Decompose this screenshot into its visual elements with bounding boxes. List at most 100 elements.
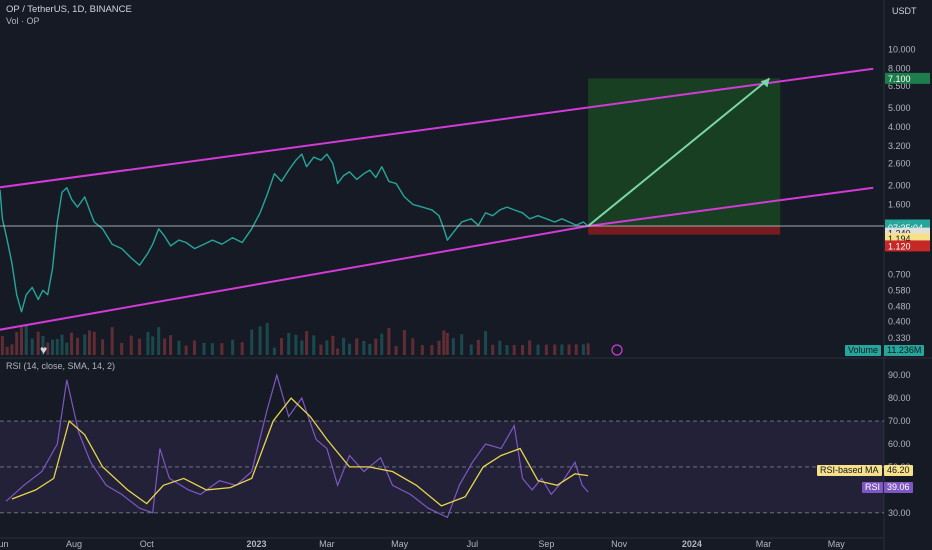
rsi-tick-label: 60.00 <box>888 439 911 449</box>
volume-bar <box>19 324 23 355</box>
volume-bar <box>586 343 590 355</box>
volume-bar <box>430 345 434 355</box>
stop-zone <box>588 226 781 235</box>
price-tick-label: 5.000 <box>888 103 911 113</box>
price-tick-label: 0.700 <box>888 269 911 279</box>
channel-line <box>0 225 589 331</box>
price-tick-label: 3.200 <box>888 141 911 151</box>
volume-bar <box>70 332 74 355</box>
volume-bar <box>41 335 45 355</box>
time-tick-label: Oct <box>140 539 155 549</box>
time-tick-label: Jun <box>0 539 8 549</box>
volume-bar <box>157 327 161 355</box>
time-tick-label: Sep <box>538 539 554 549</box>
volume-bar <box>101 339 105 355</box>
time-tick-label: Mar <box>319 539 335 549</box>
volume-bar <box>312 335 316 355</box>
time-tick-label: May <box>828 539 846 549</box>
volume-bar <box>484 331 488 355</box>
tradingview-logo-icon: ♥ <box>40 343 47 357</box>
volume-bar <box>380 333 384 355</box>
volume-bar <box>445 332 449 355</box>
volume-bar <box>476 339 480 355</box>
price-tick-label: 1.600 <box>888 199 911 209</box>
volume-bar <box>24 324 28 355</box>
volume-bar <box>220 343 224 355</box>
price-axis-background <box>884 0 932 550</box>
rsi-tick-label: 80.00 <box>888 393 911 403</box>
volume-bar <box>146 331 150 355</box>
volume-bar <box>36 331 40 355</box>
volume-bar <box>536 344 540 355</box>
volume-bar <box>469 344 473 355</box>
rsi-tick-label: 30.00 <box>888 508 911 518</box>
volume-bar <box>177 340 181 355</box>
currency-label[interactable]: USDT <box>892 6 917 16</box>
volume-bar <box>442 330 446 355</box>
time-tick-label: Jul <box>467 539 479 549</box>
rsi-tick-label: 90.00 <box>888 370 911 380</box>
rsi-ma-value-tag: 46.20 <box>884 465 913 476</box>
price-tag-label: 1.194 <box>888 234 911 244</box>
volume-bar <box>92 331 96 355</box>
volume-name-tag: Volume <box>845 345 882 356</box>
rsi-name-tag: RSI <box>862 482 884 493</box>
volume-bar <box>280 338 284 355</box>
volume-bar <box>30 338 34 355</box>
price-tick-label: 2.600 <box>888 158 911 168</box>
volume-indicator-title[interactable]: Vol · OP <box>6 16 40 26</box>
price-tick-label: 4.000 <box>888 122 911 132</box>
price-tag <box>885 72 930 84</box>
volume-bar <box>437 340 441 355</box>
rsi-ma-line <box>11 397 589 507</box>
rsi-tick-label: 70.00 <box>888 416 911 426</box>
projection-arrow <box>587 77 771 227</box>
symbol-title[interactable]: OP / TetherUS, 1D, BINANCE <box>6 4 132 15</box>
volume-bar <box>184 345 188 355</box>
volume-bar <box>567 344 571 355</box>
volume-bar <box>231 339 235 355</box>
rsi-line <box>5 373 589 519</box>
time-tick-label: 2024 <box>682 539 702 549</box>
price-tick-label: 0.480 <box>888 301 911 311</box>
rsi-ma-name-tag: RSI-based MA <box>817 465 882 476</box>
time-tick-label: Mar <box>756 539 772 549</box>
volume-bar <box>342 337 346 355</box>
price-tag-label: 7.100 <box>888 74 911 84</box>
price-tick-label: 2.000 <box>888 181 911 191</box>
volume-bar <box>460 334 464 355</box>
volume-bar <box>305 331 309 355</box>
volume-bar <box>163 338 167 355</box>
volume-bar <box>250 329 254 355</box>
volume-bar <box>512 345 516 355</box>
price-tag-label: 1.120 <box>888 241 911 251</box>
volume-bar <box>120 342 124 355</box>
volume-bar <box>394 346 398 355</box>
rsi-indicator-title[interactable]: RSI (14, close, SMA, 14, 2) <box>6 361 116 371</box>
volume-bar <box>574 344 578 355</box>
volume-bar <box>491 344 495 355</box>
volume-bar <box>521 344 525 355</box>
volume-bar <box>265 323 269 355</box>
volume-bar <box>287 332 291 355</box>
volume-bar <box>272 347 276 355</box>
price-tick-label: 0.330 <box>888 333 911 343</box>
volume-bar <box>240 342 244 355</box>
volume-bar <box>319 344 323 355</box>
volume-bar <box>83 334 87 355</box>
projection-arrow-head <box>760 78 770 88</box>
volume-bar <box>151 336 155 355</box>
volume-bar <box>362 340 366 355</box>
volume-bar <box>560 344 564 355</box>
volume-bar <box>65 342 69 355</box>
volume-bar <box>498 340 502 355</box>
volume-bar <box>258 326 262 355</box>
price-tick-label: 0.580 <box>888 285 911 295</box>
volume-bar <box>355 338 359 355</box>
volume-bar <box>544 344 548 355</box>
volume-bar <box>138 338 142 355</box>
volume-bar <box>387 328 391 355</box>
volume-bar <box>336 348 340 355</box>
price-tick-label: 10.000 <box>888 44 916 54</box>
volume-bar <box>55 338 59 355</box>
